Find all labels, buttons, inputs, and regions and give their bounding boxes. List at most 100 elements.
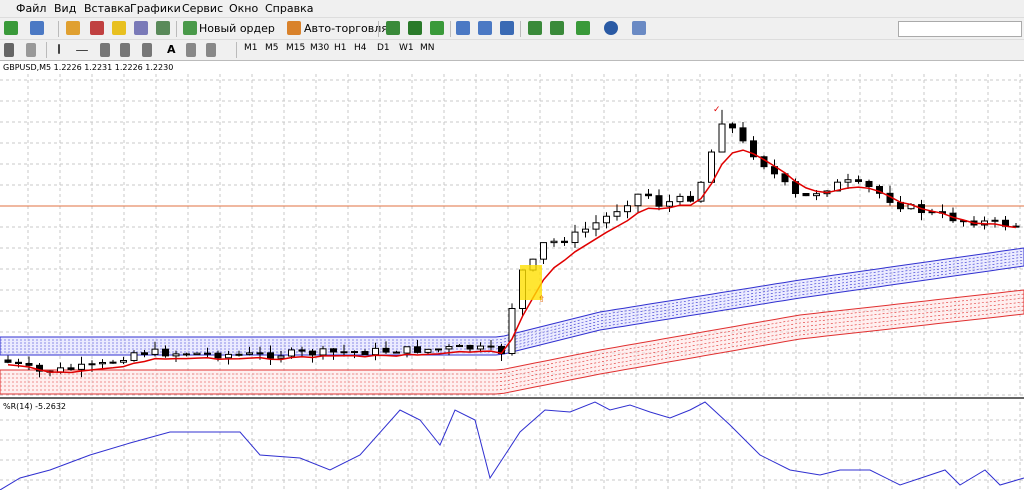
- envelope-line: [0, 293, 1024, 375]
- tester-icon[interactable]: [156, 21, 170, 35]
- menu-item[interactable]: Файл: [16, 2, 47, 15]
- candle-body: [25, 363, 33, 366]
- new-order-icon[interactable]: [183, 21, 197, 35]
- periods-icon[interactable]: [604, 21, 618, 35]
- candle-body: [78, 363, 85, 370]
- candle-body: [697, 181, 705, 202]
- candle-body: [330, 348, 337, 353]
- timeframe-button[interactable]: W1: [399, 43, 414, 53]
- candle-body: [214, 352, 222, 359]
- candle-body: [88, 363, 96, 366]
- candle-body: [729, 123, 736, 129]
- navigator-icon[interactable]: [112, 21, 126, 35]
- bar-chart-icon[interactable]: [386, 21, 400, 35]
- trendline-icon[interactable]: [100, 43, 110, 57]
- shift-icon[interactable]: [550, 21, 564, 35]
- candle-body: [613, 211, 621, 217]
- tile-icon[interactable]: [500, 21, 514, 35]
- scroll-icon[interactable]: [528, 21, 542, 35]
- toolbar-main: Новый ордер Авто-торговля: [0, 17, 1024, 40]
- candle-body: [15, 361, 22, 365]
- williams-r-line: [0, 401, 1024, 490]
- candle-body: [193, 352, 201, 356]
- fibo-icon[interactable]: [142, 43, 152, 57]
- zoom-in-icon[interactable]: [456, 21, 470, 35]
- hline-icon[interactable]: [76, 50, 88, 51]
- candle-body: [151, 348, 159, 355]
- candle-body: [109, 361, 117, 364]
- candle-body: [802, 193, 810, 197]
- candle-body: [225, 353, 232, 359]
- menu-item[interactable]: Справка: [265, 2, 314, 15]
- candle-body: [466, 344, 474, 350]
- envelope-band: [0, 247, 1024, 356]
- candle-body: [813, 193, 820, 197]
- menu-item[interactable]: Вставка: [84, 2, 131, 15]
- candle-body: [603, 215, 610, 224]
- candle-body: [991, 219, 999, 222]
- candle-body: [739, 127, 747, 142]
- candle-body: [687, 195, 694, 202]
- candle-body: [36, 364, 43, 372]
- auto-trading-button[interactable]: Авто-торговля: [304, 22, 388, 35]
- templates-icon[interactable]: [632, 21, 646, 35]
- new-order-button[interactable]: Новый ордер: [199, 22, 275, 35]
- arrow-tool[interactable]: [206, 43, 216, 57]
- envelope-line: [0, 309, 1024, 391]
- separator: [378, 21, 379, 37]
- candle-body: [676, 195, 684, 203]
- indicators-icon[interactable]: [576, 21, 590, 35]
- data-window-icon[interactable]: [90, 21, 104, 35]
- candle-body: [267, 352, 274, 359]
- chart-area: ⇧✓: [0, 74, 1024, 490]
- zoom-out-icon[interactable]: [478, 21, 492, 35]
- menu-item[interactable]: Графики: [130, 2, 181, 15]
- menu-item[interactable]: Окно: [229, 2, 259, 15]
- candle-body: [361, 351, 369, 356]
- candle-body: [235, 353, 243, 356]
- timeframe-button[interactable]: H4: [354, 43, 367, 53]
- auto-trading-icon[interactable]: [287, 21, 301, 35]
- moving-average: [7, 149, 1017, 374]
- crosshair-icon[interactable]: [26, 43, 36, 57]
- timeframe-button[interactable]: M1: [244, 43, 258, 53]
- candle-body: [393, 351, 400, 354]
- candle-body: [655, 195, 663, 207]
- cursor-icon[interactable]: [4, 43, 14, 57]
- candle-body: [277, 355, 285, 359]
- terminal-icon[interactable]: [134, 21, 148, 35]
- candles-icon[interactable]: [408, 21, 422, 35]
- channel-icon[interactable]: [120, 43, 130, 57]
- candle-body: [288, 349, 295, 357]
- timeframe-button[interactable]: M5: [265, 43, 279, 53]
- market-watch-icon[interactable]: [66, 21, 80, 35]
- vline-icon[interactable]: [58, 44, 60, 54]
- timeframe-button[interactable]: D1: [377, 43, 390, 53]
- timeframe-button[interactable]: MN: [420, 43, 435, 53]
- text-tool[interactable]: A: [167, 43, 176, 56]
- candle-body: [256, 352, 264, 355]
- menu-item[interactable]: Сервис: [182, 2, 224, 15]
- timeframe-button[interactable]: H1: [334, 43, 347, 53]
- candle-body: [382, 347, 390, 353]
- timeframe-button[interactable]: M15: [286, 43, 306, 53]
- timeframe-button[interactable]: M30: [310, 43, 330, 53]
- menu-item[interactable]: Вид: [54, 2, 77, 15]
- line-chart-icon[interactable]: [430, 21, 444, 35]
- candle-body: [540, 242, 547, 260]
- search-box[interactable]: [898, 21, 1022, 37]
- label-tool[interactable]: [186, 43, 196, 57]
- candle-body: [204, 352, 211, 355]
- envelope-line: [0, 301, 1024, 383]
- new-chart-icon[interactable]: [4, 21, 18, 35]
- candle-body: [456, 344, 463, 348]
- profiles-icon[interactable]: [30, 21, 44, 35]
- candle-body: [844, 179, 852, 183]
- candle-body: [561, 240, 568, 244]
- candle-body: [582, 228, 589, 233]
- candle-body: [424, 348, 432, 353]
- envelope-band: [0, 289, 1024, 395]
- candle-body: [855, 179, 862, 182]
- chart-header: GBPUSD,M5 1.2226 1.2231 1.2226 1.2230: [3, 63, 174, 72]
